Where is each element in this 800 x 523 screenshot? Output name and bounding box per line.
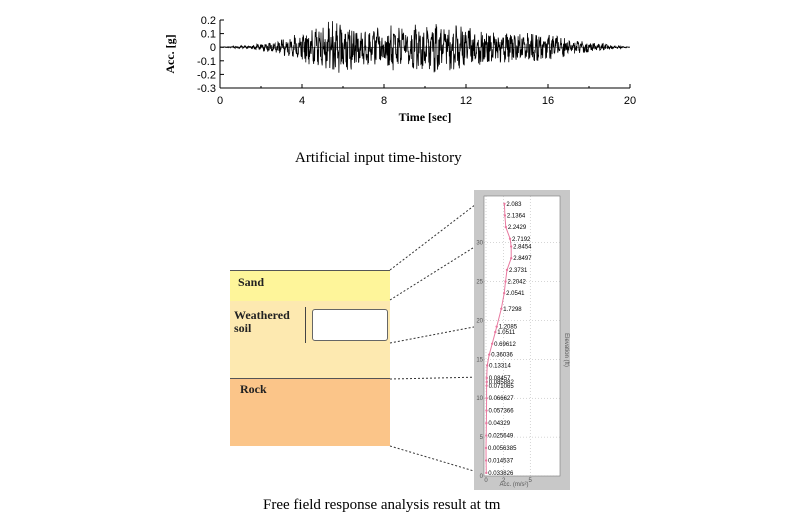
response-point bbox=[503, 202, 506, 205]
response-point bbox=[485, 364, 489, 367]
acc-tick-label: 2 bbox=[502, 478, 506, 484]
connector-line bbox=[389, 240, 485, 301]
response-point bbox=[485, 471, 488, 475]
acc-tick-label: 0 bbox=[484, 478, 488, 484]
response-point bbox=[509, 245, 513, 248]
response-point bbox=[504, 225, 508, 229]
response-point bbox=[490, 342, 494, 345]
connector-line bbox=[389, 445, 485, 475]
response-point bbox=[500, 307, 503, 310]
x-tick-label: 12 bbox=[460, 95, 472, 107]
connector-line bbox=[389, 324, 485, 344]
x-tick-label: 4 bbox=[299, 95, 305, 107]
response-point bbox=[494, 330, 497, 334]
label-box bbox=[312, 309, 388, 341]
response-value-label: 0.014537 bbox=[488, 458, 514, 464]
elevation-tick-label: 20 bbox=[476, 318, 483, 324]
top-caption: Artificial input time-history bbox=[295, 150, 462, 166]
response-value-label: 0.057366 bbox=[489, 409, 515, 415]
response-value-label: 2.2042 bbox=[507, 280, 526, 286]
response-point bbox=[503, 214, 507, 217]
response-point bbox=[484, 459, 488, 462]
response-value-label: 1.0511 bbox=[497, 330, 516, 336]
acc-tick-label: 5 bbox=[529, 478, 533, 484]
response-value-label: 0.025649 bbox=[488, 434, 514, 440]
response-value-label: 2.1364 bbox=[507, 213, 526, 219]
response-value-label: 0.085882 bbox=[489, 380, 515, 386]
y-tick-label: -0.1 bbox=[197, 56, 216, 68]
elevation-tick-label: 10 bbox=[476, 396, 483, 402]
sand-label: Sand bbox=[238, 275, 265, 289]
x-tick-label: 0 bbox=[217, 95, 223, 107]
response-value-label: 0.13314 bbox=[489, 364, 511, 370]
x-tick-label: 20 bbox=[624, 95, 636, 107]
response-y-label: Elevation (ft) bbox=[563, 333, 569, 367]
response-value-label: 0.071065 bbox=[489, 384, 515, 390]
x-tick-label: 8 bbox=[381, 95, 387, 107]
response-point bbox=[502, 292, 506, 295]
elevation-tick-label: 0 bbox=[480, 474, 484, 480]
layer-divider bbox=[305, 307, 306, 343]
response-value-label: 0.066627 bbox=[489, 396, 515, 402]
response-value-label: 0.69612 bbox=[494, 342, 516, 348]
response-value-label: 2.2429 bbox=[508, 225, 527, 231]
response-value-label: 2.3731 bbox=[509, 268, 528, 274]
response-point bbox=[485, 380, 488, 384]
response-point bbox=[485, 384, 488, 387]
response-point bbox=[508, 237, 512, 240]
response-point bbox=[485, 409, 488, 412]
response-point bbox=[505, 268, 509, 272]
response-value-label: 0.36036 bbox=[491, 353, 513, 359]
response-value-label: 2.8454 bbox=[513, 245, 532, 251]
response-value-label: 0.033826 bbox=[488, 471, 514, 477]
y-axis-title: Acc. [g] bbox=[163, 34, 177, 73]
y-tick-label: 0.2 bbox=[201, 15, 216, 27]
elevation-tick-label: 25 bbox=[476, 280, 483, 286]
weathered-soil-label: Weathered soil bbox=[234, 308, 290, 335]
acceleration-trace bbox=[220, 21, 630, 73]
elevation-tick-label: 15 bbox=[476, 357, 483, 363]
elevation-tick-label: 5 bbox=[480, 435, 484, 441]
connector-line bbox=[389, 197, 485, 271]
response-point bbox=[487, 353, 491, 356]
response-value-label: 1.7298 bbox=[503, 307, 522, 313]
response-value-label: 2.7192 bbox=[512, 237, 531, 243]
response-value-label: 2.8497 bbox=[513, 256, 532, 262]
response-point bbox=[485, 397, 488, 400]
connector-line bbox=[389, 376, 485, 380]
response-x-label: Acc. (m/s²) bbox=[500, 482, 529, 488]
response-point bbox=[510, 257, 513, 260]
elevation-tick-label: 30 bbox=[476, 241, 483, 247]
response-value-label: 1.2085 bbox=[499, 325, 518, 331]
response-value-label: 2.0541 bbox=[506, 291, 525, 297]
x-tick-label: 16 bbox=[542, 95, 554, 107]
response-point bbox=[485, 376, 488, 380]
y-tick-label: -0.2 bbox=[197, 69, 216, 81]
rock-label: Rock bbox=[240, 382, 267, 396]
response-point bbox=[484, 446, 488, 450]
bottom-caption: Free field response analysis result at t… bbox=[263, 497, 501, 513]
y-tick-label: -0.3 bbox=[197, 83, 216, 95]
response-point bbox=[485, 421, 488, 425]
y-tick-label: 0 bbox=[210, 42, 216, 54]
response-value-label: 0.0056385 bbox=[488, 446, 517, 452]
soil-column: Sand Weathered soil Rock bbox=[230, 270, 390, 446]
x-axis-title: Time [sec] bbox=[399, 110, 452, 124]
response-point bbox=[485, 434, 488, 437]
response-point bbox=[495, 325, 498, 328]
y-tick-label: 0.1 bbox=[201, 29, 216, 41]
rock-layer bbox=[230, 379, 390, 446]
response-value-label: 0.04329 bbox=[488, 421, 510, 427]
response-point bbox=[504, 280, 507, 283]
response-value-label: 2.083 bbox=[506, 202, 522, 208]
response-value-label: 0.08457 bbox=[489, 376, 511, 382]
